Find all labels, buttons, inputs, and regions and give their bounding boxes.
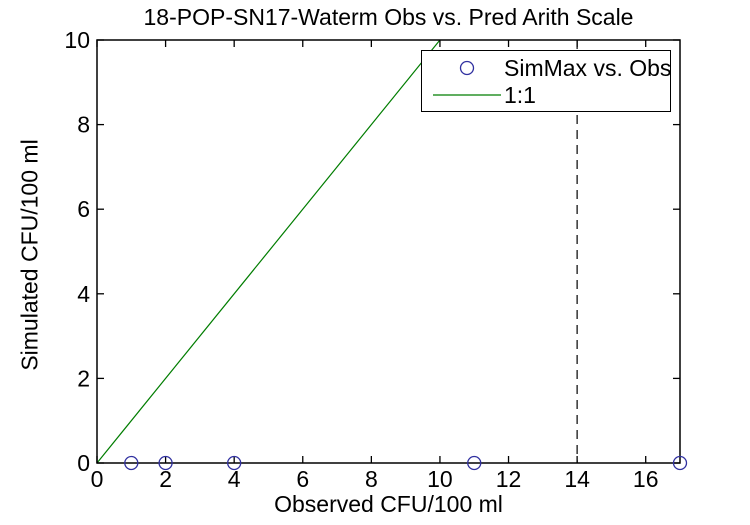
x-tick-label: 10 — [427, 466, 453, 492]
legend-line-sample — [433, 93, 501, 96]
x-tick-label: 8 — [365, 466, 378, 492]
legend-label-identity: 1:1 — [504, 81, 536, 108]
y-tick-label: 2 — [77, 365, 90, 391]
legend: SimMax vs. Obs 1:1 — [421, 50, 671, 112]
x-tick-label: 16 — [633, 466, 659, 492]
circle-marker-glyph — [459, 60, 475, 75]
y-tick-label: 8 — [77, 112, 90, 138]
x-tick-label: 2 — [159, 466, 172, 492]
circle-marker-icon — [422, 55, 504, 81]
data-point — [467, 455, 482, 471]
legend-circle-marker — [459, 60, 475, 75]
y-tick-label: 6 — [77, 196, 90, 222]
x-tick-label: 4 — [228, 466, 241, 492]
chart-title: 18-POP-SN17-Waterm Obs vs. Pred Arith Sc… — [143, 4, 634, 30]
x-tick-label: 14 — [564, 466, 590, 492]
axis-box — [96, 39, 681, 464]
data-point — [672, 455, 688, 471]
x-tick-label: 12 — [496, 466, 522, 492]
x-tick-label: 0 — [91, 466, 104, 492]
y-tick-label: 10 — [64, 27, 90, 53]
x-axis-label: Observed CFU/100 ml — [274, 491, 503, 517]
x-tick-label: 6 — [296, 466, 309, 492]
identity-line — [96, 39, 441, 464]
legend-entry-simmax: SimMax vs. Obs — [422, 54, 672, 81]
y-tick-label: 0 — [77, 450, 90, 476]
data-point — [158, 455, 173, 471]
legend-label-simmax: SimMax vs. Obs — [504, 54, 672, 81]
y-tick-label: 4 — [77, 281, 90, 307]
data-point — [227, 455, 242, 471]
line-swatch-icon — [422, 82, 504, 108]
data-point — [124, 455, 139, 471]
legend-entry-identity: 1:1 — [422, 81, 670, 108]
